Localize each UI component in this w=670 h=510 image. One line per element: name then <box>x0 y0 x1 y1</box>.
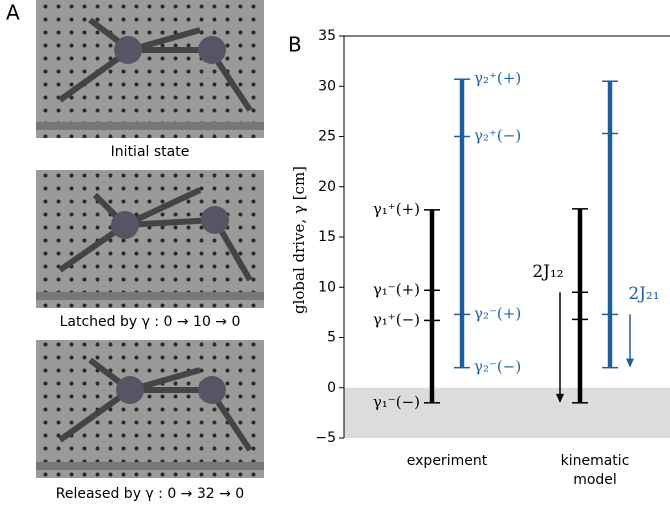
caption: Released by γ : 0 → 32 → 0 <box>56 486 244 502</box>
x-category-label: kinematic model <box>560 453 630 488</box>
level-label: γ₂⁻(+) <box>474 304 521 322</box>
y-tick-label: 0 <box>327 380 336 396</box>
level-label: γ₂⁺(+) <box>474 69 521 87</box>
level-label: γ₁⁺(+) <box>373 200 420 218</box>
y-tick-label: −5 <box>315 430 336 446</box>
level-label: γ₂⁻(−) <box>474 358 521 376</box>
level-label: γ₁⁺(−) <box>373 310 420 328</box>
photo <box>36 170 264 308</box>
caption: Latched by γ : 0 → 10 → 0 <box>60 314 241 330</box>
y-tick-label: 10 <box>318 279 336 295</box>
y-tick-label: 25 <box>318 129 336 145</box>
arrow-head <box>626 358 634 368</box>
arrow-head <box>556 393 564 403</box>
y-tick-label: 30 <box>318 78 336 94</box>
caption: Initial state <box>111 144 190 160</box>
x-category-label: experiment <box>406 453 488 469</box>
y-axis-label: global drive, γ [cm] <box>290 166 308 314</box>
annotation: 2J₂₁ <box>628 284 659 304</box>
y-tick-label: 5 <box>327 330 336 346</box>
level-label: γ₁⁻(+) <box>373 280 420 298</box>
panel-label: A <box>6 1 20 25</box>
y-tick-label: 15 <box>318 229 336 245</box>
y-tick-label: 35 <box>318 28 336 44</box>
y-tick-label: 20 <box>318 179 336 195</box>
photo <box>36 0 264 138</box>
photo <box>36 340 264 478</box>
annotation: 2J₁₂ <box>532 262 563 282</box>
shaded-region <box>344 387 670 438</box>
panel-label: B <box>288 33 302 57</box>
level-label: γ₁⁻(−) <box>373 393 420 411</box>
level-label: γ₂⁺(−) <box>474 127 521 145</box>
